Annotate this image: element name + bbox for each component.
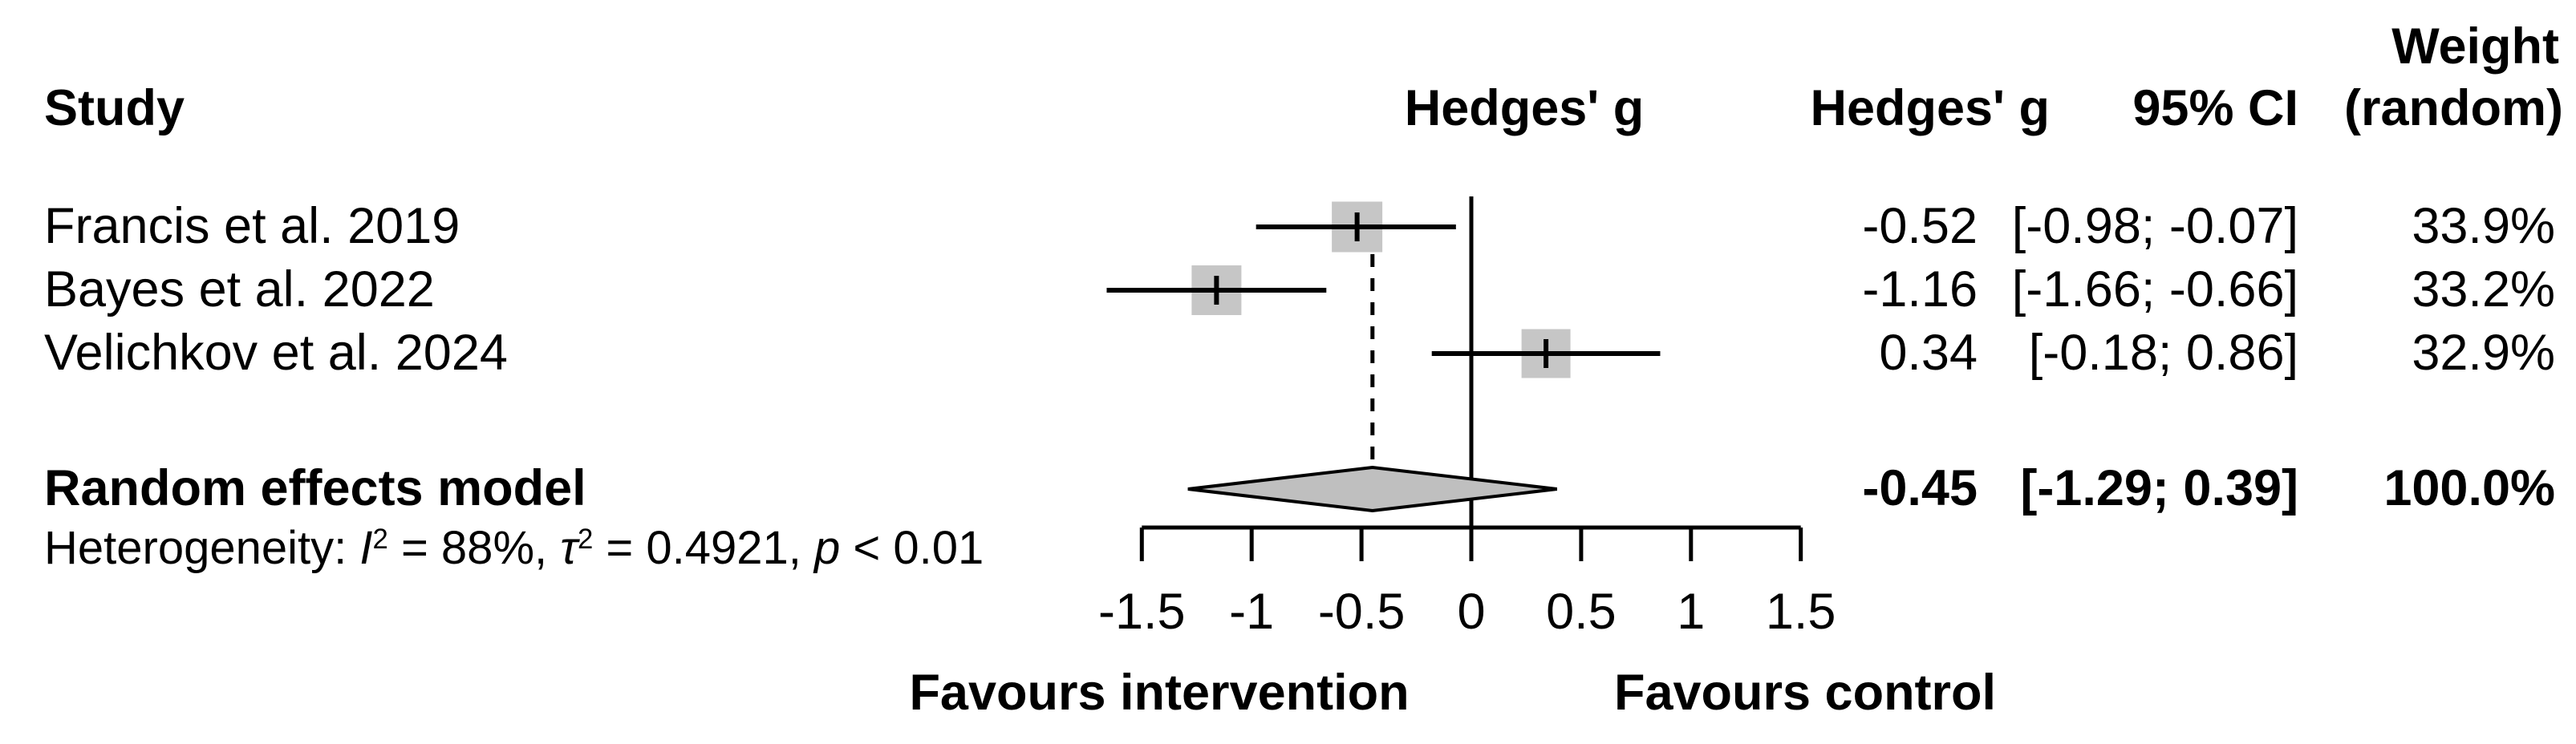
summary-ci: [-1.29; 0.39]	[2020, 460, 2298, 516]
ci-value: [-0.18; 0.86]	[2028, 325, 2298, 381]
het-i-symbol: I	[359, 522, 373, 574]
column-header-weight-line2: (random)	[2344, 80, 2563, 136]
column-header-weight-line1: Weight	[2391, 18, 2559, 75]
het-tau-value: = 0.4921,	[593, 522, 815, 574]
x-axis-tick-label: 1	[1677, 584, 1706, 640]
weight-value: 32.9%	[2412, 325, 2555, 381]
summary-hedges-g: -0.45	[1862, 460, 1978, 516]
weight-value: 33.2%	[2412, 261, 2555, 317]
x-axis-tick-label: -1.5	[1098, 584, 1186, 640]
favours-intervention-label: Favours intervention	[909, 665, 1410, 721]
het-tau-symbol: τ	[560, 522, 578, 574]
column-header-study: Study	[44, 80, 185, 136]
point-estimate-marker	[1214, 276, 1219, 305]
x-axis-tick-label: -1	[1229, 584, 1275, 640]
column-header-plot-hedges-g: Hedges' g	[1404, 80, 1645, 136]
het-prefix: Heterogeneity:	[44, 522, 360, 574]
point-estimate-marker	[1354, 212, 1360, 241]
het-tau-superscript: 2	[577, 523, 594, 555]
het-i-value: = 88%,	[387, 522, 561, 574]
x-axis-tick-label: 1.5	[1765, 584, 1836, 640]
summary-label: Random effects model	[44, 460, 586, 516]
x-axis-tick-label: 0	[1457, 584, 1486, 640]
ci-value: [-0.98; -0.07]	[2011, 198, 2298, 254]
het-i-superscript: 2	[372, 523, 388, 555]
pooled-diamond	[1187, 465, 1558, 513]
favours-control-label: Favours control	[1613, 665, 1997, 721]
study-label: Bayes et al. 2022	[44, 261, 435, 317]
hedges-g-value: 0.34	[1879, 325, 1978, 381]
x-axis-tick-label: 0.5	[1546, 584, 1617, 640]
hedges-g-value: -1.16	[1862, 261, 1978, 317]
weight-value: 33.9%	[2412, 198, 2555, 254]
column-header-95ci: 95% CI	[2132, 80, 2298, 136]
ci-value: [-1.66; -0.66]	[2011, 261, 2298, 317]
column-header-hedges-g: Hedges' g	[1810, 80, 2050, 136]
het-p-value: < 0.01	[840, 522, 984, 574]
point-estimate-marker	[1544, 339, 1549, 368]
study-label: Velichkov et al. 2024	[44, 325, 508, 381]
summary-weight: 100.0%	[2383, 460, 2555, 516]
het-p-symbol: p	[814, 522, 841, 574]
hedges-g-value: -0.52	[1862, 198, 1978, 254]
study-label: Francis et al. 2019	[44, 198, 460, 254]
heterogeneity-stats: Heterogeneity: I2 = 88%, τ2 = 0.4921, p …	[44, 522, 984, 578]
x-axis-tick-label: -0.5	[1317, 584, 1406, 640]
